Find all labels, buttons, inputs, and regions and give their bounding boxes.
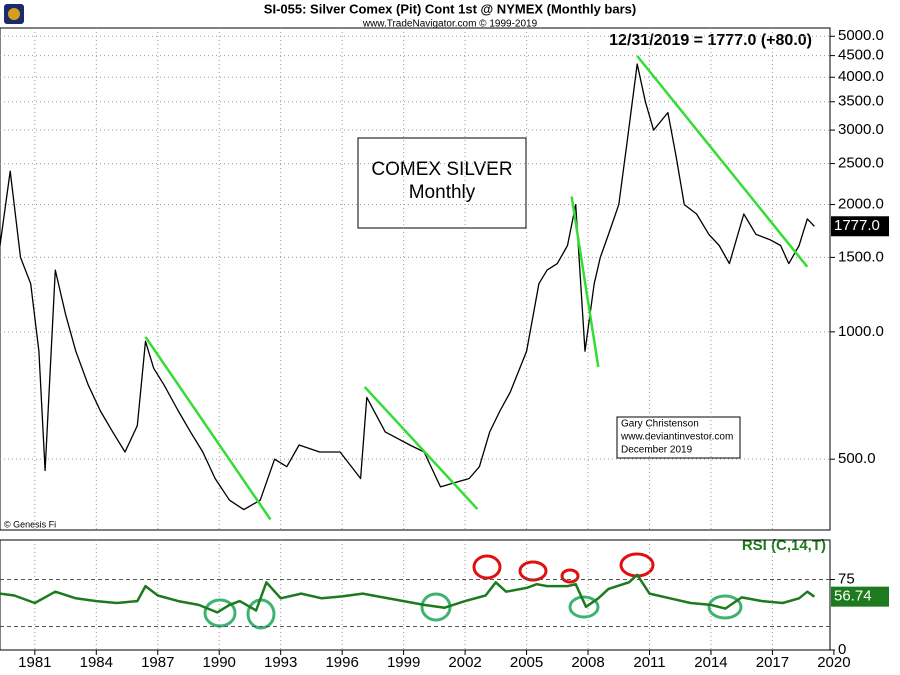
y-tick-label: 500.0 xyxy=(838,450,876,467)
credit-text: Gary Christenson xyxy=(621,419,699,430)
logo xyxy=(4,4,24,24)
plot-frame xyxy=(0,27,831,531)
last-value-tag xyxy=(831,216,889,237)
data-line xyxy=(0,573,816,614)
trendline xyxy=(363,386,479,510)
y-tick-label: 1000.0 xyxy=(838,323,884,340)
trendline xyxy=(144,336,272,521)
credit-text: www.deviantinvestor.com xyxy=(620,432,733,443)
credit-text: December 2019 xyxy=(621,445,693,456)
y-tick-label: 4500.0 xyxy=(838,47,884,64)
last-value-label: 56.74 xyxy=(834,588,872,605)
x-tick-label: 1990 xyxy=(203,654,236,671)
y-tick-label: 0 xyxy=(838,641,846,658)
y-tick-label: 3500.0 xyxy=(838,93,884,110)
credit-box xyxy=(616,416,741,459)
last-value-label: 1777.0 xyxy=(834,217,880,234)
box-text: Monthly xyxy=(409,182,476,203)
plot-frame xyxy=(0,539,831,651)
rsi-title: RSI (C,14,T) xyxy=(742,537,826,554)
trendline xyxy=(636,55,809,268)
x-tick-label: 2008 xyxy=(571,654,604,671)
trendline xyxy=(570,196,600,368)
x-tick-label: 2005 xyxy=(510,654,543,671)
y-tick-label: 2000.0 xyxy=(838,196,884,213)
x-tick-label: 1996 xyxy=(325,654,358,671)
x-tick-label: 1984 xyxy=(80,654,113,671)
chart-title: SI-055: Silver Comex (Pit) Cont 1st @ NY… xyxy=(264,1,636,16)
x-tick-label: 2020 xyxy=(817,654,850,671)
x-tick-label: 1981 xyxy=(18,654,51,671)
y-tick-label: 75 xyxy=(838,570,855,587)
copyright: © Genesis Fi xyxy=(4,519,56,529)
box-text: COMEX SILVER xyxy=(371,159,512,180)
last-value-tag xyxy=(831,586,889,607)
x-tick-label: 2011 xyxy=(633,654,665,671)
data-line xyxy=(0,63,815,511)
y-tick-label: 1500.0 xyxy=(838,248,884,265)
x-tick-label: 2017 xyxy=(756,654,789,671)
subtitle: www.TradeNavigator.com © 1999-2019 xyxy=(362,19,538,30)
x-tick-label: 2002 xyxy=(448,654,481,671)
y-tick-label: 2500.0 xyxy=(838,155,884,172)
x-tick-label: 1993 xyxy=(264,654,297,671)
label-box xyxy=(357,137,527,229)
x-tick-label: 2014 xyxy=(694,654,727,671)
y-tick-label: 4000.0 xyxy=(838,68,884,85)
y-tick-label: 3000.0 xyxy=(838,121,884,138)
y-tick-label: 5000.0 xyxy=(838,27,884,44)
x-tick-label: 1987 xyxy=(141,654,174,671)
x-tick-label: 1999 xyxy=(387,654,420,671)
